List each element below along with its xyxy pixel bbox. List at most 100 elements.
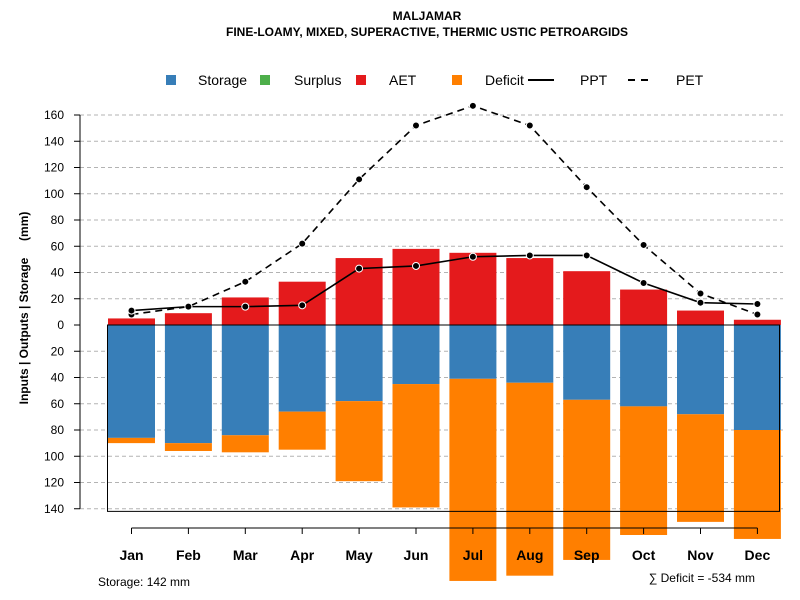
axes: 160 140 120 100 80 60 40 20 0 20 40 60 80 100 120 140 Ja… — [44, 108, 770, 563]
storage-bar-feb — [164, 325, 212, 444]
storage-bar-may — [335, 325, 383, 402]
deficit-bar-dec — [733, 430, 781, 539]
aet-bar-sep — [563, 271, 611, 325]
ppt-point-nov — [696, 298, 705, 307]
ppt-point-oct — [639, 279, 648, 287]
deficit-bar-jan — [108, 437, 155, 444]
ppt-point-mar — [241, 302, 250, 311]
legend-surplus-label: Surplus — [294, 72, 341, 88]
x-tick-label-nov: Nov — [687, 547, 714, 563]
legend: Storage Surplus AET Deficit PPT PET — [166, 72, 704, 88]
y-tick-label: 100 — [44, 449, 64, 463]
deficit-note: ∑ Deficit = -534 mm — [649, 571, 755, 585]
legend-storage-label: Storage — [198, 72, 247, 88]
y-tick-label: 60 — [51, 239, 65, 253]
legend-ppt-label: PPT — [580, 72, 608, 88]
y-axis-label: Inputs | Outputs | Storage (mm) — [17, 212, 31, 405]
x-tick-label-jul: Jul — [463, 547, 483, 563]
storage-note: Storage: 142 mm — [98, 575, 190, 589]
ppt-point-may — [355, 264, 364, 273]
pet-point-jul — [468, 101, 477, 110]
x-tick-label-aug: Aug — [516, 547, 543, 563]
y-tick-label: 120 — [44, 476, 64, 490]
deficit-bar-may — [335, 401, 383, 482]
y-tick-label: 140 — [44, 502, 64, 516]
series-lines — [127, 101, 762, 319]
storage-bar-aug — [506, 325, 554, 383]
deficit-bar-feb — [164, 443, 212, 451]
ppt-point-feb — [184, 302, 193, 311]
pet-point-mar — [241, 277, 250, 286]
storage-bar-jun — [392, 325, 440, 385]
ppt-point-aug — [525, 251, 534, 260]
aet-bar-jan — [108, 318, 155, 325]
legend-pet-label: PET — [676, 72, 704, 88]
y-tick-label: 80 — [51, 423, 65, 437]
x-tick-label-may: May — [345, 547, 372, 563]
deficit-bar-sep — [563, 399, 611, 560]
storage-bar-nov — [677, 325, 724, 415]
aet-bar-jul — [449, 252, 497, 325]
y-tick-label: 120 — [44, 161, 64, 175]
y-tick-label: 20 — [51, 344, 65, 358]
pet-point-aug — [525, 121, 534, 130]
y-tick-label: 80 — [51, 213, 65, 227]
pet-point-nov — [696, 289, 705, 298]
x-tick-label-sep: Sep — [574, 547, 600, 563]
pet-point-may — [355, 175, 364, 184]
ppt-point-apr — [298, 301, 307, 310]
storage-bar-mar — [221, 325, 269, 436]
legend-surplus-swatch — [260, 75, 270, 85]
y-tick-label: 100 — [44, 187, 64, 201]
aet-bar-aug — [506, 258, 554, 325]
pet-point-apr — [298, 239, 307, 248]
x-tick-label-oct: Oct — [632, 547, 656, 563]
x-tick-label-dec: Dec — [745, 547, 771, 563]
deficit-bar-mar — [221, 435, 269, 453]
ppt-point-sep — [582, 251, 591, 260]
storage-bar-sep — [563, 325, 611, 400]
y-tick-label: 140 — [44, 134, 64, 148]
aet-bar-oct — [620, 289, 668, 325]
ppt-point-jun — [412, 261, 420, 270]
aet-bar-nov — [677, 310, 724, 325]
x-tick-label-apr: Apr — [290, 547, 315, 563]
ppt-point-jan — [127, 306, 136, 315]
y-tick-label: 160 — [44, 108, 64, 122]
deficit-bar-jul — [449, 378, 497, 581]
legend-aet-swatch — [356, 75, 366, 85]
y-tick-label: 60 — [51, 397, 65, 411]
x-tick-label-mar: Mar — [233, 547, 258, 563]
aet-bar-jun — [392, 248, 440, 325]
deficit-bar-jun — [392, 384, 440, 508]
aet-bar-mar — [221, 297, 269, 325]
chart-title: MALJAMAR — [393, 9, 462, 23]
deficit-bar-nov — [677, 414, 724, 522]
pet-point-oct — [639, 240, 648, 249]
y-tick-label: 20 — [51, 292, 65, 306]
pet-line — [131, 104, 758, 316]
legend-storage-swatch — [166, 75, 176, 85]
legend-deficit-swatch — [452, 75, 462, 85]
storage-bar-oct — [620, 325, 668, 407]
deficit-bar-apr — [278, 411, 326, 450]
deficit-bar-oct — [620, 406, 668, 535]
aet-bar-dec — [733, 319, 781, 325]
deficit-bar-aug — [506, 382, 554, 576]
storage-bar-jul — [449, 325, 497, 379]
aet-bar-feb — [164, 313, 212, 325]
pet-point-jun — [412, 121, 420, 130]
pet-point-sep — [582, 183, 591, 192]
ppt-line — [131, 254, 758, 312]
x-tick-label-feb: Feb — [176, 547, 201, 563]
chart-subtitle: FINE-LOAMY, MIXED, SUPERACTIVE, THERMIC … — [226, 25, 628, 39]
ppt-point-dec — [753, 300, 762, 308]
pet-point-dec — [753, 310, 762, 319]
legend-deficit-label: Deficit — [485, 72, 524, 88]
legend-aet-label: AET — [389, 72, 417, 88]
y-tick-label: 40 — [51, 371, 65, 385]
y-tick-label: 40 — [51, 266, 65, 280]
x-tick-label-jun: Jun — [404, 547, 429, 563]
storage-bar-jan — [108, 325, 155, 438]
